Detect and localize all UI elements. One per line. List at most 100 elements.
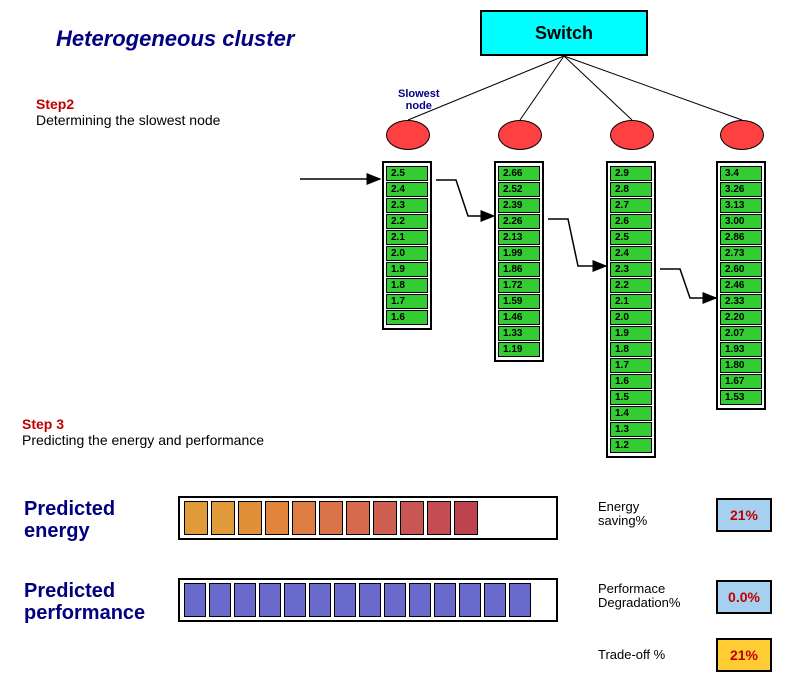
tradeoff-l1: Trade-off % <box>598 647 665 662</box>
predicted-perf-l1: Predicted <box>24 580 115 602</box>
frequency-cell: 2.8 <box>610 182 652 197</box>
perf-degradation-badge: 0.0% <box>716 580 772 614</box>
frequency-cell: 1.8 <box>610 342 652 357</box>
frequency-cell: 1.2 <box>610 438 652 453</box>
frequency-cell: 2.0 <box>610 310 652 325</box>
step3-label: Step 3 <box>22 416 264 432</box>
frequency-cell: 1.72 <box>498 278 540 293</box>
tradeoff-label: Trade-off % <box>598 648 665 662</box>
perf-bar-segment <box>309 583 331 617</box>
slowest-line2: node <box>406 100 432 112</box>
frequency-cell: 1.6 <box>386 310 428 325</box>
frequency-cell: 1.6 <box>610 374 652 389</box>
frequency-column: 3.43.263.133.002.862.732.602.462.332.202… <box>716 161 766 410</box>
step3-block: Step 3 Predicting the energy and perform… <box>22 416 264 448</box>
frequency-cell: 2.39 <box>498 198 540 213</box>
frequency-cell: 2.86 <box>720 230 762 245</box>
perf-degradation-label: Performace Degradation% <box>598 582 680 611</box>
energy-saving-badge: 21% <box>716 498 772 532</box>
predicted-energy-bar <box>178 496 558 540</box>
frequency-cell: 2.4 <box>610 246 652 261</box>
frequency-cell: 2.52 <box>498 182 540 197</box>
energy-bar-segment <box>346 501 370 535</box>
perf-bar-segment <box>484 583 506 617</box>
frequency-cell: 3.26 <box>720 182 762 197</box>
frequency-cell: 2.1 <box>386 230 428 245</box>
perf-bar-segment <box>409 583 431 617</box>
frequency-cell: 2.73 <box>720 246 762 261</box>
frequency-cell: 2.5 <box>386 166 428 181</box>
perf-bar-segment <box>434 583 456 617</box>
frequency-cell: 1.67 <box>720 374 762 389</box>
energy-bar-segment <box>319 501 343 535</box>
frequency-cell: 3.00 <box>720 214 762 229</box>
frequency-cell: 2.7 <box>610 198 652 213</box>
frequency-cell: 2.3 <box>610 262 652 277</box>
frequency-cell: 1.9 <box>610 326 652 341</box>
frequency-cell: 1.86 <box>498 262 540 277</box>
frequency-cell: 1.93 <box>720 342 762 357</box>
energy-bar-segment <box>427 501 451 535</box>
frequency-cell: 1.53 <box>720 390 762 405</box>
perf-bar-segment <box>359 583 381 617</box>
frequency-cell: 2.0 <box>386 246 428 261</box>
node-ellipse <box>498 120 542 150</box>
energy-bar-segment <box>265 501 289 535</box>
frequency-cell: 2.3 <box>386 198 428 213</box>
frequency-cell: 2.20 <box>720 310 762 325</box>
energy-bar-segment <box>211 501 235 535</box>
switch-box: Switch <box>480 10 648 56</box>
frequency-cell: 1.7 <box>386 294 428 309</box>
predicted-perf-l2: performance <box>24 602 145 624</box>
frequency-cell: 1.8 <box>386 278 428 293</box>
frequency-cell: 2.26 <box>498 214 540 229</box>
slowest-line1: Slowest <box>398 88 440 100</box>
perf-bar-segment <box>384 583 406 617</box>
node-ellipse <box>386 120 430 150</box>
predicted-performance-bar <box>178 578 558 622</box>
frequency-cell: 2.66 <box>498 166 540 181</box>
predicted-energy-l2: energy <box>24 520 90 542</box>
predicted-performance-label: Predicted performance <box>24 580 145 624</box>
frequency-cell: 1.5 <box>610 390 652 405</box>
frequency-cell: 2.2 <box>610 278 652 293</box>
energy-saving-l2: saving% <box>598 513 647 528</box>
frequency-cell: 2.2 <box>386 214 428 229</box>
frequency-column: 2.92.82.72.62.52.42.32.22.12.01.91.81.71… <box>606 161 656 458</box>
frequency-cell: 2.5 <box>610 230 652 245</box>
perf-bar-segment <box>334 583 356 617</box>
frequency-cell: 2.07 <box>720 326 762 341</box>
frequency-cell: 2.9 <box>610 166 652 181</box>
frequency-cell: 2.4 <box>386 182 428 197</box>
energy-bar-segment <box>400 501 424 535</box>
frequency-cell: 1.4 <box>610 406 652 421</box>
predicted-energy-label: Predicted energy <box>24 498 115 542</box>
node-ellipse <box>720 120 764 150</box>
frequency-cell: 2.6 <box>610 214 652 229</box>
frequency-cell: 2.33 <box>720 294 762 309</box>
frequency-cell: 1.99 <box>498 246 540 261</box>
energy-saving-l1: Energy <box>598 499 639 514</box>
frequency-cell: 1.80 <box>720 358 762 373</box>
perf-bar-segment <box>209 583 231 617</box>
frequency-cell: 2.46 <box>720 278 762 293</box>
perf-bar-segment <box>459 583 481 617</box>
step3-desc: Predicting the energy and performance <box>22 432 264 448</box>
frequency-column: 2.662.522.392.262.131.991.861.721.591.46… <box>494 161 544 362</box>
perf-bar-segment <box>234 583 256 617</box>
frequency-cell: 3.13 <box>720 198 762 213</box>
frequency-cell: 2.60 <box>720 262 762 277</box>
frequency-cell: 1.46 <box>498 310 540 325</box>
page-title: Heterogeneous cluster <box>56 26 294 52</box>
frequency-cell: 1.33 <box>498 326 540 341</box>
perf-bar-segment <box>259 583 281 617</box>
frequency-cell: 1.3 <box>610 422 652 437</box>
step2-block: Step2 Determining the slowest node <box>36 96 220 128</box>
step2-desc: Determining the slowest node <box>36 112 220 128</box>
frequency-cell: 1.19 <box>498 342 540 357</box>
perf-deg-l1: Performace <box>598 581 665 596</box>
node-ellipse <box>610 120 654 150</box>
perf-deg-l2: Degradation% <box>598 595 680 610</box>
frequency-column: 2.52.42.32.22.12.01.91.81.71.6 <box>382 161 432 330</box>
perf-bar-segment <box>509 583 531 617</box>
